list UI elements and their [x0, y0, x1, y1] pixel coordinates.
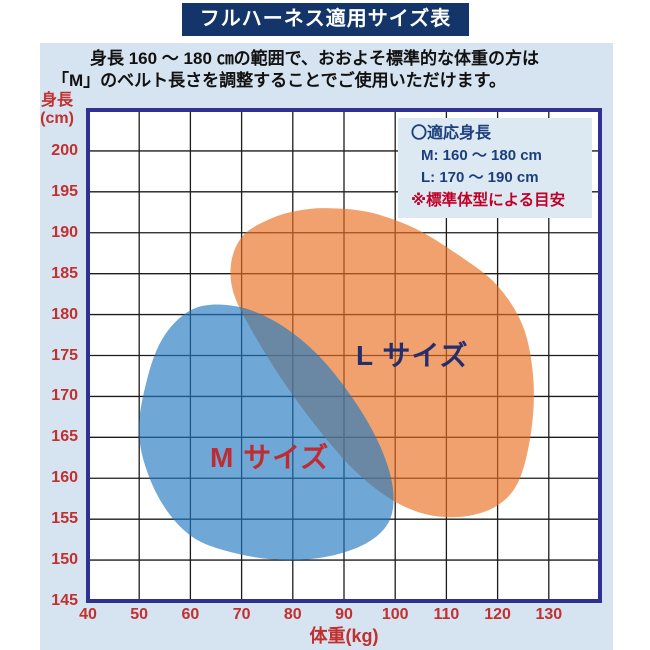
m-size-label: M サイズ [210, 442, 330, 473]
y-tick-label: 150 [51, 551, 78, 569]
y-tick-label: 180 [51, 305, 78, 323]
y-tick-label: 145 [51, 592, 78, 609]
x-tick-label: 50 [130, 606, 149, 623]
size-region-m [138, 304, 394, 561]
x-axis-title: 体重(kg) [309, 626, 379, 646]
y-axis-title-unit: (cm) [40, 110, 74, 127]
x-tick-label: 40 [79, 606, 97, 623]
legend-note: ※標準体型による目安 [411, 192, 566, 209]
chart-frame [86, 108, 602, 603]
subtitle-line-2: 「M」のベルト長さを調整することでご使用いただけます。 [52, 71, 506, 90]
y-tick-label: 195 [51, 182, 78, 200]
x-tick-label: 80 [283, 606, 302, 623]
y-tick-label: 175 [51, 346, 78, 364]
x-tick-label: 100 [381, 606, 409, 623]
y-tick-label: 170 [51, 387, 78, 405]
y-tick-label: 200 [51, 141, 78, 159]
x-tick-label: 120 [484, 606, 511, 623]
x-tick-label: 110 [433, 606, 460, 623]
x-tick-label: 90 [335, 606, 353, 623]
y-tick-label: 160 [51, 469, 78, 487]
subtitle-line-1: 身長 160 ～ 180 ㎝の範囲で、おおよそ標準的な体重の方は [90, 49, 539, 68]
y-tick-label: 190 [51, 223, 78, 241]
y-tick-label: 185 [51, 264, 78, 282]
subtitle: 身長 160 ～ 180 ㎝の範囲で、おおよそ標準的な体重の方は 「M」のベルト… [52, 48, 612, 92]
y-tick-label: 155 [51, 510, 78, 528]
legend-title: 〇適応身長 [411, 125, 492, 142]
x-tick-label: 60 [181, 606, 200, 623]
x-tick-label: 70 [232, 606, 251, 623]
legend-box: 〇適応身長 M: 160 ～ 180 cm L: 170 ～ 190 cm ※標… [398, 118, 592, 218]
legend-item-l: L: 170 ～ 190 cm [421, 169, 539, 186]
x-tick-label: 130 [535, 606, 563, 623]
legend-item-m: M: 160 ～ 180 cm [421, 147, 542, 164]
y-tick-label: 165 [51, 428, 78, 446]
l-size-label: L サイズ [356, 340, 469, 371]
y-axis-title: 身長 (cm) [34, 92, 80, 128]
size-region-l [230, 208, 534, 518]
y-axis-title-text: 身長 [40, 92, 73, 109]
page-title: フルハーネス適用サイズ表 [182, 3, 469, 36]
